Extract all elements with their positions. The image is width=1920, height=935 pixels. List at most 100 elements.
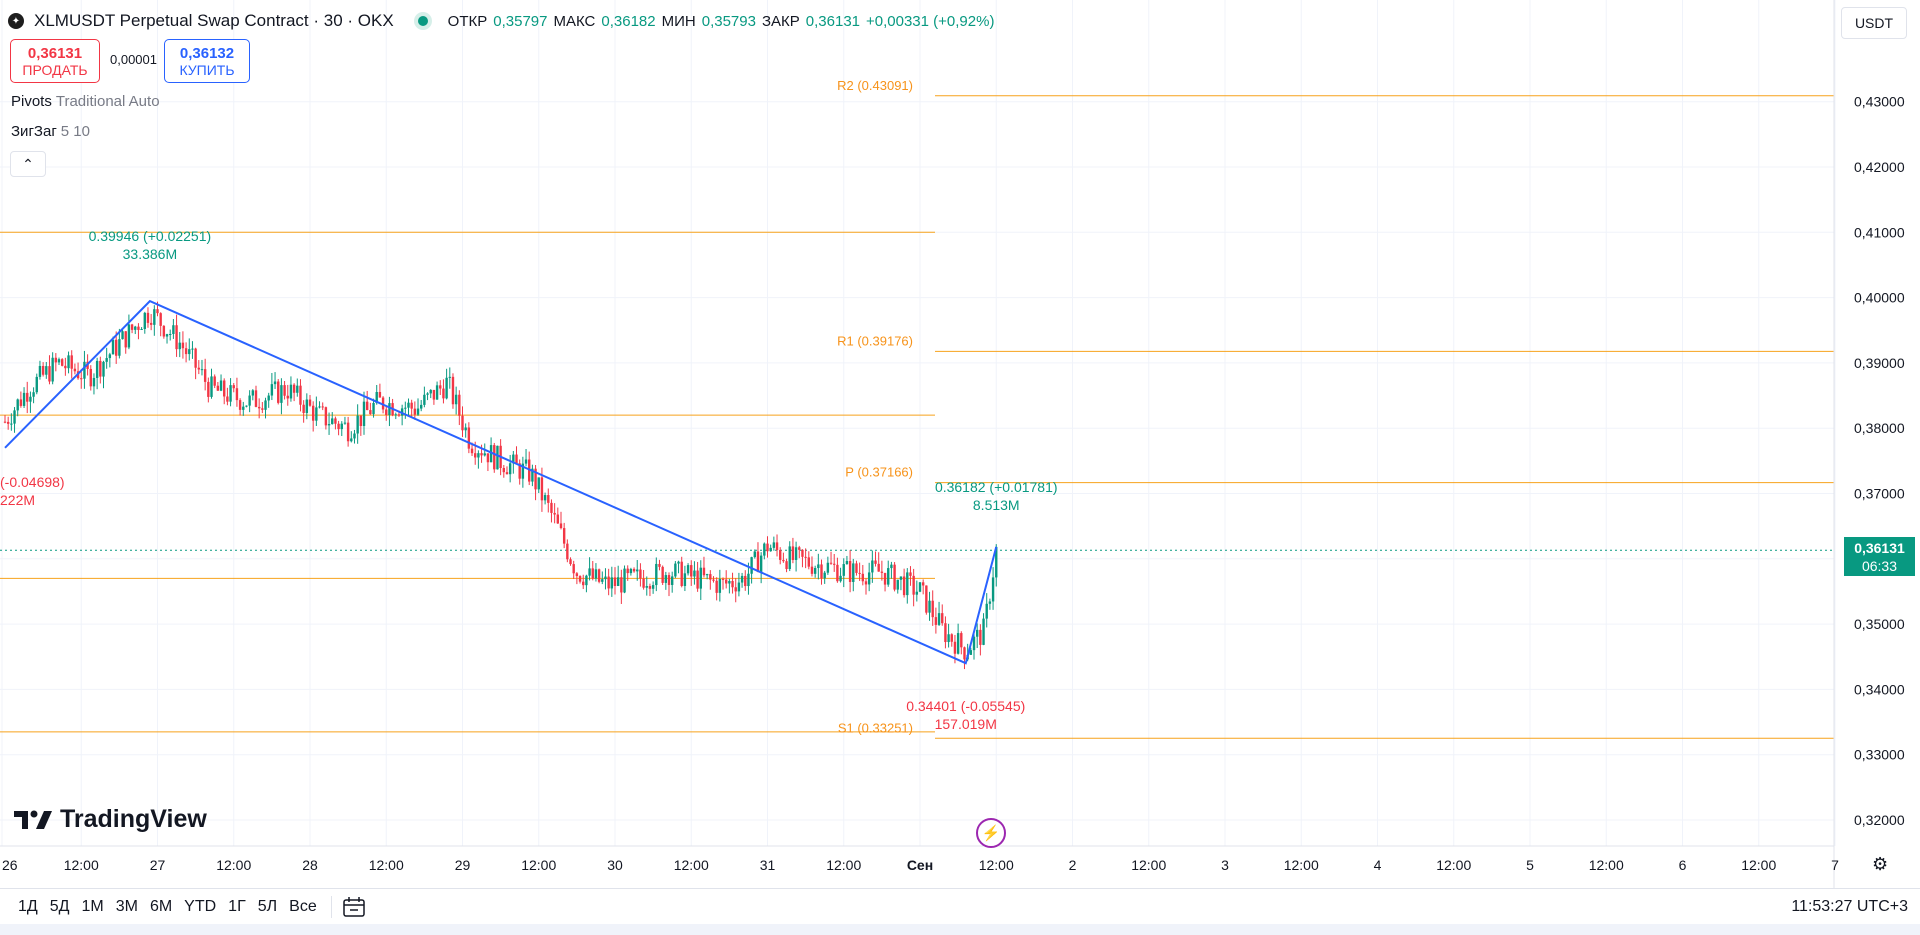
range-5d-button[interactable]: 5Д <box>49 898 70 915</box>
candle-body <box>73 368 77 372</box>
candle-body <box>207 381 210 397</box>
range-3m-button[interactable]: 3M <box>115 898 138 915</box>
candle-body <box>35 376 38 393</box>
range-ytd-button[interactable]: YTD <box>184 898 217 915</box>
indicator-zigzag[interactable]: ЗигЗаг 5 10 <box>11 123 90 140</box>
time-tick-label: 12:00 <box>216 857 251 873</box>
price-chart[interactable]: R2 (0.43091) R1 (0.39176) P (0.37166) S1 (0… <box>0 0 1920 888</box>
candle-body <box>928 600 931 613</box>
sell-price: 0,36131 <box>27 44 83 62</box>
candle-body <box>261 408 264 410</box>
candle-body <box>636 569 639 572</box>
candle-body <box>537 477 540 490</box>
candle-body <box>931 600 934 618</box>
market-status-icon[interactable] <box>417 16 428 26</box>
candle-body <box>505 472 509 475</box>
price-tick-label: 0,43000 <box>1854 94 1905 110</box>
price-tick-label: 0,35000 <box>1854 616 1905 632</box>
zigzag-label-volume: 8.513M <box>973 497 1020 513</box>
range-all-button[interactable]: Все <box>289 898 317 915</box>
candle-body <box>238 400 242 410</box>
zigzag-polyline <box>4 299 998 665</box>
zigzag-label-price: (-0.04698) <box>0 474 65 490</box>
candle-body <box>277 381 280 403</box>
candle-body <box>95 360 99 378</box>
price-tick-label: 0,33000 <box>1854 747 1905 763</box>
candle-body <box>979 629 982 645</box>
candle-body <box>149 322 153 325</box>
candle-body <box>41 365 45 375</box>
candle-body <box>861 573 865 582</box>
candle-body <box>756 551 760 573</box>
candle-body <box>944 623 947 643</box>
candle-body <box>690 565 693 577</box>
range-6m-button[interactable]: 6M <box>149 898 173 915</box>
currency-selector[interactable]: USDT <box>1841 7 1907 39</box>
time-tick-label: 12:00 <box>979 857 1014 873</box>
symbol-title[interactable]: XLMUSDT Perpetual Swap Contract · 30 · O… <box>34 11 394 30</box>
candle-body <box>114 339 118 356</box>
indicator-pivots-name: Pivots <box>11 93 52 110</box>
candle-body <box>534 468 537 490</box>
candle-body <box>807 557 811 567</box>
settings-gear-icon[interactable]: ⚙ <box>1872 854 1889 874</box>
candle-body <box>925 585 928 613</box>
time-axis[interactable]: 26 12:00 27 12:00 28 12:00 29 12:00 30 12:00 31 12:… <box>2 857 1839 873</box>
candle-body <box>829 562 833 564</box>
candle-body <box>413 408 417 415</box>
indicator-pivots[interactable]: Pivots Traditional Auto <box>11 93 160 110</box>
candle-body <box>540 477 544 501</box>
candle-body <box>794 547 798 560</box>
candle-body <box>655 563 658 586</box>
candle-body <box>772 542 776 548</box>
candle-body <box>864 581 868 585</box>
clock-timezone[interactable]: 11:53:27 UTC+3 <box>1791 898 1908 915</box>
buy-button[interactable]: 0,36132 КУПИТЬ <box>164 39 250 83</box>
tradingview-logo[interactable]: TradingView <box>14 805 207 834</box>
pivot-label: S1 (0.33251) <box>838 720 913 735</box>
candle-body <box>518 463 521 479</box>
candle-body <box>502 467 506 473</box>
bar-countdown: 06:33 <box>1861 557 1898 574</box>
candle-body <box>874 560 877 564</box>
time-tick-label: 12:00 <box>64 857 99 873</box>
range-5y-button[interactable]: 5Л <box>257 898 278 915</box>
pivot-label: P (0.37166) <box>845 465 913 480</box>
range-1m-button[interactable]: 1M <box>81 898 104 915</box>
candle-body <box>60 359 64 366</box>
candle-body <box>664 575 668 583</box>
candle-body <box>883 572 887 585</box>
ohlc-close-label: ЗАКР <box>761 12 800 30</box>
candle-body <box>346 422 350 442</box>
time-tick-label: 3 <box>1221 857 1229 873</box>
candle-body <box>429 389 432 394</box>
candle-body <box>254 390 258 407</box>
candle-body <box>585 575 588 586</box>
candle-body <box>728 581 731 584</box>
range-1y-button[interactable]: 1Г <box>228 898 246 915</box>
candle-body <box>591 568 594 579</box>
candle-body <box>515 454 518 464</box>
symbol-logo-icon[interactable]: ✦ <box>8 13 24 29</box>
sell-button[interactable]: 0,36131 ПРОДАТЬ <box>10 39 100 83</box>
range-1d-button[interactable]: 1Д <box>18 898 38 915</box>
zigzag-labels: 0.39946 (+0.02251) 33.386M (-0.04698) 222M 0… <box>0 228 1058 732</box>
candle-body <box>458 394 461 416</box>
candle-body <box>909 572 912 576</box>
candle-body <box>769 547 772 552</box>
candle-body <box>165 334 169 337</box>
candle-body <box>159 313 162 326</box>
candle-body <box>280 385 283 403</box>
lightning-icon[interactable]: ⚡ <box>976 818 1006 848</box>
candle-body <box>610 577 614 589</box>
candle-body <box>445 377 448 399</box>
candle-body <box>623 568 626 593</box>
calendar-goto-icon[interactable] <box>342 896 366 918</box>
candle-body <box>203 369 207 382</box>
candle-body <box>419 404 423 409</box>
price-axis[interactable]: 0,320000,330000,340000,350000,360000,370… <box>1854 94 1905 828</box>
collapse-indicators-button[interactable]: ⌃ <box>10 151 46 177</box>
candle-body <box>442 388 445 399</box>
candle-body <box>178 342 181 350</box>
candle-body <box>705 574 709 576</box>
